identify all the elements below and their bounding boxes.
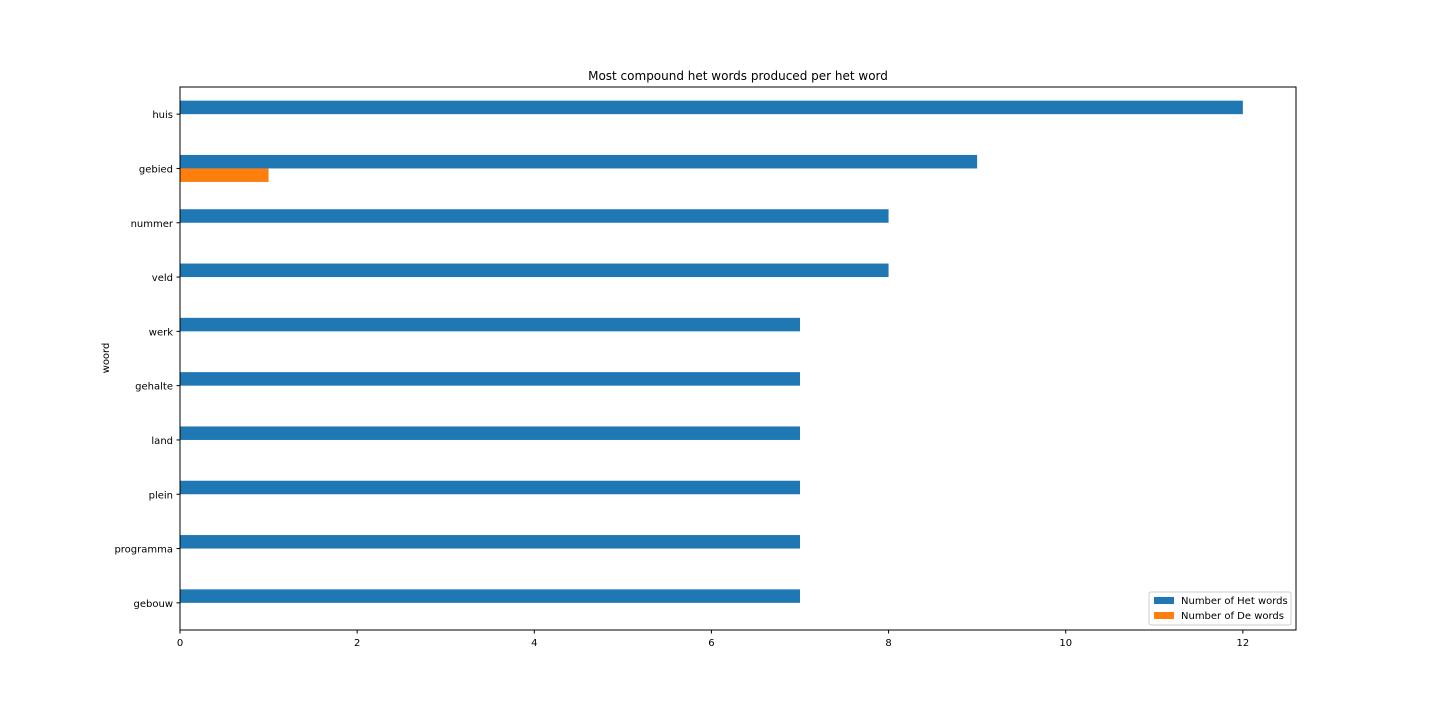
bar-het-programma — [180, 535, 800, 549]
bar-het-gebied — [180, 154, 978, 169]
legend-box — [1148, 591, 1292, 626]
bar-het-land — [180, 426, 800, 440]
x-tick-label: 8 — [885, 638, 891, 649]
bar-het-huis — [180, 100, 1243, 115]
bar-het-gehalte — [180, 372, 800, 386]
y-tick-label: huis — [152, 110, 173, 121]
legend-label-de: Number of De words — [1181, 611, 1284, 622]
plot-frame — [179, 86, 1297, 631]
bar-het-werk — [180, 317, 800, 332]
legend: Number of Het words Number of De words — [1148, 591, 1292, 626]
x-tick-label: 4 — [531, 638, 537, 649]
legend-swatch-de — [1154, 612, 1174, 619]
y-tick-label: programma — [114, 545, 173, 556]
bar-de-gebied — [180, 168, 269, 182]
bar-het-plein — [180, 480, 800, 495]
y-tick-label: gebied — [139, 164, 173, 175]
x-tick-label: 0 — [177, 638, 183, 649]
y-tick-label: gebouw — [134, 599, 173, 610]
y-tick-label: gehalte — [135, 382, 173, 393]
y-tick-label: land — [151, 436, 173, 447]
y-axis: huis gebied nummer veld werk gehalte land plein… — [114, 110, 180, 610]
y-tick-label: nummer — [131, 219, 174, 230]
legend-label-het: Number of Het words — [1181, 596, 1288, 607]
x-tick-label: 2 — [354, 638, 360, 649]
bar-het-nummer — [180, 209, 889, 223]
legend-swatch-het — [1154, 597, 1174, 604]
x-tick-label: 6 — [708, 638, 714, 649]
bar-het-veld — [180, 263, 889, 278]
bar-het-gebouw — [180, 589, 800, 603]
y-tick-label: werk — [149, 327, 173, 338]
bars-group — [180, 100, 1243, 603]
x-tick-label: 12 — [1236, 638, 1249, 649]
x-tick-label: 10 — [1059, 638, 1072, 649]
y-axis-label: woord — [101, 343, 112, 374]
y-tick-label: veld — [152, 273, 173, 284]
x-axis: 0 2 4 6 8 10 12 — [177, 630, 1249, 649]
chart-title: Most compound het words produced per het… — [588, 69, 888, 83]
y-tick-label: plein — [149, 490, 173, 501]
